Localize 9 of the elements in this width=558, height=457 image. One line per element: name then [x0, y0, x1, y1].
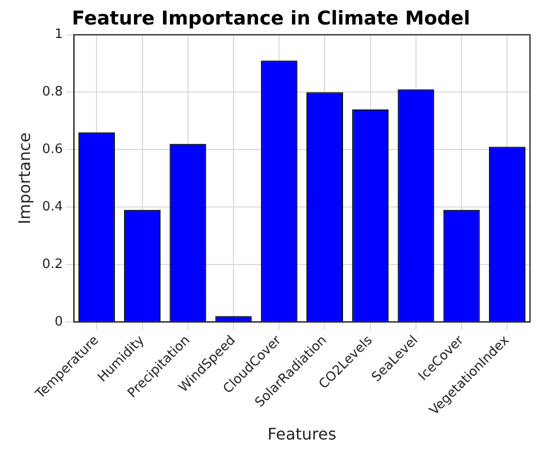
y-tick-label: 0.6 — [42, 142, 63, 158]
y-tick-label: 0.2 — [42, 256, 63, 272]
y-tick-label: 1 — [54, 27, 63, 42]
y-tick-label: 0.8 — [42, 84, 63, 100]
y-axis-title: Importance — [14, 132, 34, 224]
x-axis-title: Features — [268, 424, 336, 444]
chart-title: Feature Importance in Climate Model — [72, 7, 470, 30]
y-tick-label: 0.4 — [42, 199, 63, 214]
y-tick-label: 0 — [54, 314, 63, 330]
